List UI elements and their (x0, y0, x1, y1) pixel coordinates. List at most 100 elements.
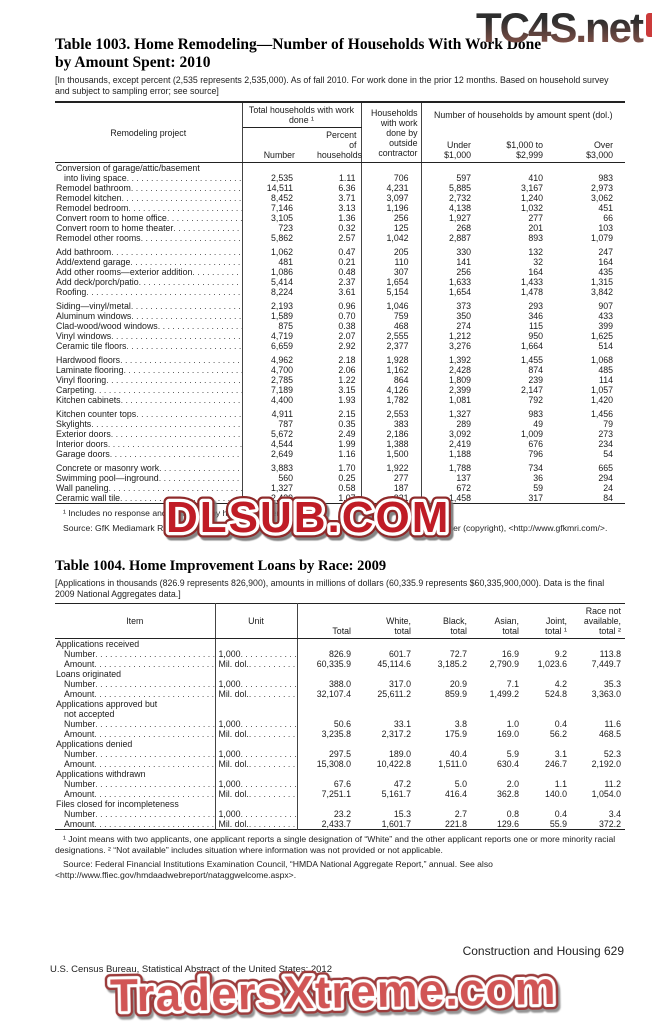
data-cell: 5,414 (270, 277, 293, 287)
table-1004-note: [Applications in thousands (826.9 repres… (55, 578, 605, 599)
data-cell (355, 639, 415, 650)
data-cell: 1.93 (305, 395, 362, 405)
row-label: Add deck/porch/patio (55, 277, 243, 287)
col-header-over-3000: Over $3,000 (555, 127, 626, 163)
data-cell: 759 (361, 311, 422, 321)
data-cell: 9.2 (554, 649, 567, 659)
row-label: Concrete or masonry work (55, 459, 243, 473)
table-row: Garage doors 2,649 1.161,500 1,188 796 54 (55, 449, 625, 459)
data-cell (355, 669, 415, 679)
data-cell (471, 709, 523, 719)
data-cell: 734 (528, 463, 543, 473)
data-cell: 2,186 (361, 429, 422, 439)
data-cell: 256 (361, 213, 422, 223)
data-cell: 2,419 (448, 439, 471, 449)
data-cell: 0.4 (554, 719, 567, 729)
data-cell: 201 (528, 223, 543, 233)
data-cell: 2.57 (305, 233, 362, 243)
data-cell: 1,499.2 (489, 689, 519, 699)
data-cell: 3,185.2 (437, 659, 467, 669)
data-cell: 3,883 (270, 463, 293, 473)
table-row: Add other rooms—exterior addition 1,086 0.… (55, 267, 625, 277)
data-cell: 0.25 (305, 473, 362, 483)
row-label: Kitchen cabinets (55, 395, 243, 405)
data-cell: 481 (278, 257, 293, 267)
data-cell: 1,327 (448, 409, 471, 419)
data-cell (571, 799, 625, 809)
data-cell: 3,276 (448, 341, 471, 351)
table-row: AmountMil. dol. 15,308.0 10,422.8 1,511.0 63… (55, 759, 625, 769)
data-cell (483, 163, 555, 174)
row-unit: 1,000 (215, 719, 298, 729)
data-cell: 6.36 (305, 183, 362, 193)
data-cell: 256 (456, 267, 471, 277)
data-cell (571, 669, 625, 679)
data-cell: 10,422.8 (376, 759, 411, 769)
table-row: Add deck/porch/patio 5,414 2.371,654 1,633 1… (55, 277, 625, 287)
data-cell: 859.9 (444, 689, 467, 699)
data-cell: 4,911 (271, 409, 293, 419)
data-cell: 125 (361, 223, 422, 233)
data-cell (297, 799, 355, 809)
data-cell: 907 (598, 301, 614, 311)
data-cell: 0.8 (506, 809, 519, 819)
data-cell: 2,147 (520, 385, 543, 395)
data-cell: 103 (598, 223, 614, 233)
data-cell: 792 (528, 395, 543, 405)
data-cell: 277 (361, 473, 422, 483)
table-row: Remodel kitchen 8,452 3.713,097 2,732 1,240 3… (55, 193, 625, 203)
row-label: Files closed for incompleteness (55, 799, 216, 809)
data-cell: 20.9 (449, 679, 467, 689)
table-1003-source: Source: GfK Mediamark Research & Intelli… (63, 522, 608, 533)
row-label: Skylights (55, 419, 243, 429)
data-cell: 6,659 (270, 341, 293, 351)
page-content: Table 1003. Home Remodeling—Number of Ho… (55, 36, 626, 880)
col-header-remodeling-project: Remodeling project (55, 102, 243, 163)
data-cell (415, 699, 471, 709)
data-cell: 297.5 (328, 749, 351, 759)
data-cell: 1.1 (554, 779, 567, 789)
data-cell: 289 (456, 419, 471, 429)
data-cell: 2.49 (305, 429, 362, 439)
data-cell: 0.48 (305, 267, 362, 277)
data-cell: 0.96 (305, 297, 362, 311)
data-cell: 2.15 (305, 405, 362, 419)
table-row: Applications approved but (55, 699, 625, 709)
data-cell: 950 (528, 331, 543, 341)
data-cell: 110 (361, 257, 422, 267)
data-cell: 2.06 (305, 365, 362, 375)
data-cell: 15.3 (393, 809, 411, 819)
table-row: Interior doors 4,544 1.991,388 2,419 676 234 (55, 439, 625, 449)
table-row: Number1,000 826.9 601.7 72.7 16.9 9.2 113.8 (55, 649, 625, 659)
data-cell: 0.35 (305, 419, 362, 429)
data-cell: 864 (361, 375, 422, 385)
data-cell: 1,782 (361, 395, 422, 405)
data-cell: 1,081 (448, 395, 471, 405)
data-cell: 787 (278, 419, 293, 429)
data-cell: 2,317.2 (381, 729, 411, 739)
table-row: Number1,000 50.6 33.1 3.8 1.0 0.4 11.6 (55, 719, 625, 729)
row-label: Amount (55, 729, 216, 739)
row-unit: 1,000 (215, 779, 298, 789)
data-cell: 5.0 (454, 779, 467, 789)
data-cell: 1,212 (448, 331, 471, 341)
data-cell: 1,009 (520, 429, 543, 439)
table-row: Remodel other rooms 5,862 2.571,042 2,887 89… (55, 233, 625, 243)
data-cell (523, 799, 571, 809)
row-label: Add/extend garage (55, 257, 243, 267)
row-label: Amount (55, 759, 216, 769)
data-cell: 1,455 (520, 355, 543, 365)
data-cell: 416.4 (444, 789, 467, 799)
row-label: Applications approved but (55, 699, 216, 709)
data-cell: 1,433 (520, 277, 543, 287)
data-cell: 2.18 (305, 351, 362, 365)
row-label: Conversion of garage/attic/basement (55, 162, 243, 173)
row-label: Amount (55, 789, 216, 799)
row-label: into living space (55, 173, 243, 183)
row-label: Remodel kitchen (55, 193, 243, 203)
data-cell (242, 163, 305, 174)
data-cell: 410 (528, 173, 543, 183)
